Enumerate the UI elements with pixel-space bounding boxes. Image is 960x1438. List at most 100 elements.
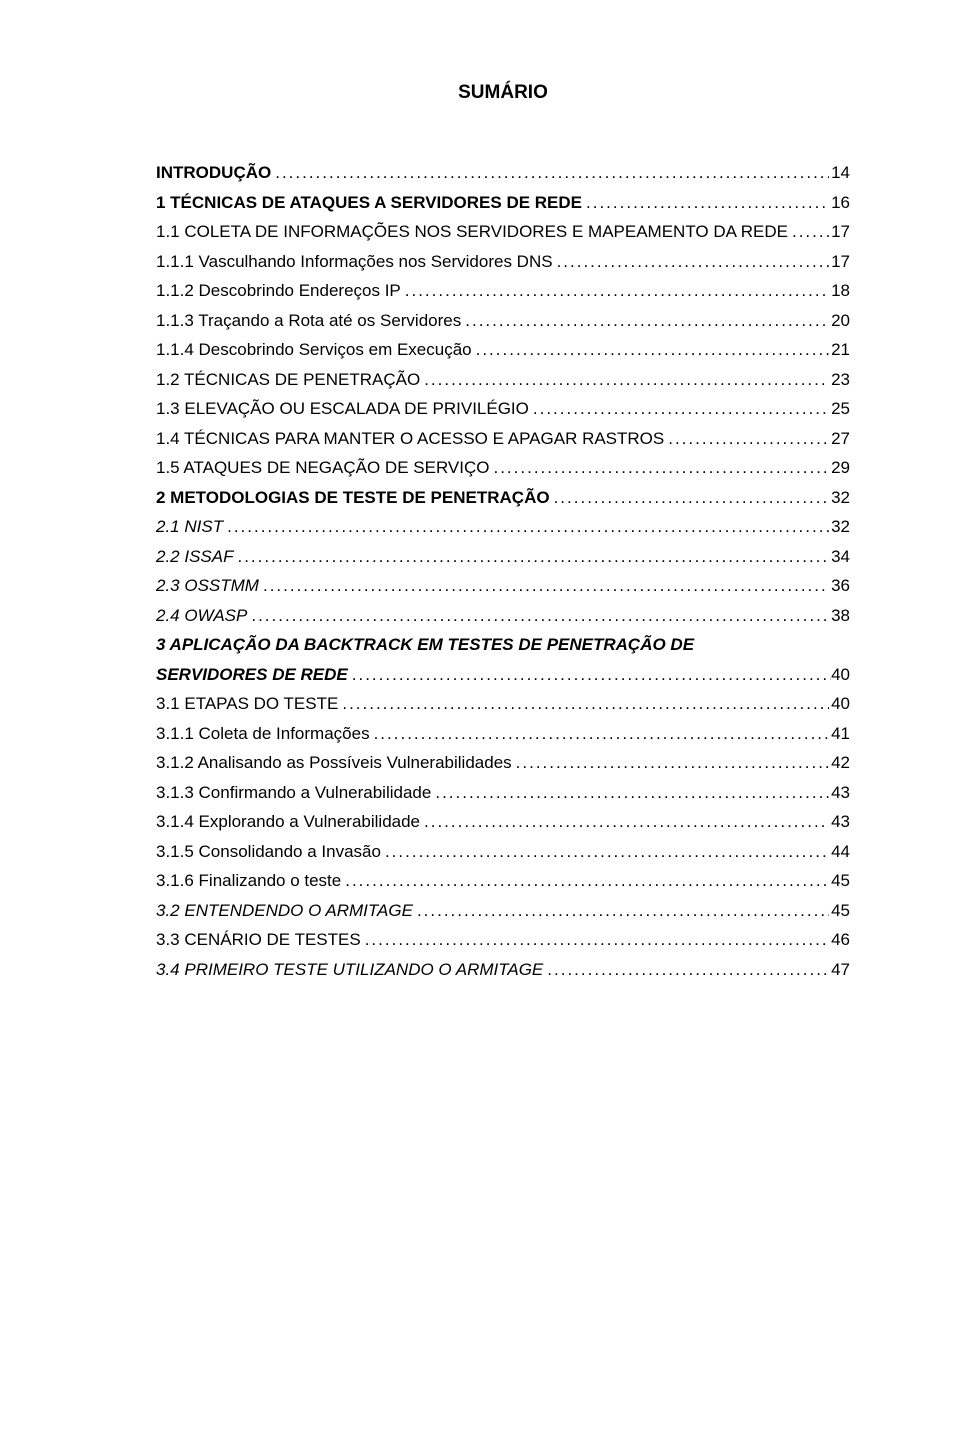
toc-page-number: 40 <box>831 666 850 683</box>
toc-row: SERVIDORES DE REDE 40 <box>156 666 850 683</box>
toc-entry: 2.4 OWASP 38 <box>156 607 850 624</box>
toc-entry: 1.1.3 Traçando a Rota até os Servidores 2… <box>156 312 850 329</box>
toc-label: 1.4 TÉCNICAS PARA MANTER O ACESSO E APAG… <box>156 430 664 447</box>
toc-entry: 3.2 ENTENDENDO O ARMITAGE 45 <box>156 902 850 919</box>
toc-leader <box>529 400 829 417</box>
toc-leader <box>341 872 829 889</box>
toc-label: 1.1.4 Descobrindo Serviços em Execução <box>156 341 472 358</box>
toc-page-number: 42 <box>829 754 850 771</box>
toc-label: 1.3 ELEVAÇÃO OU ESCALADA DE PRIVILÉGIO <box>156 400 529 417</box>
toc-leader <box>582 194 829 211</box>
toc-label: 3.1.5 Consolidando a Invasão <box>156 843 381 860</box>
toc-entry: 1.4 TÉCNICAS PARA MANTER O ACESSO E APAG… <box>156 430 850 447</box>
toc-label: 1.1.2 Descobrindo Endereços IP <box>156 282 401 299</box>
toc-entry: 1.2 TÉCNICAS DE PENETRAÇÃO 23 <box>156 371 850 388</box>
toc-page-number: 20 <box>829 312 850 329</box>
toc-leader <box>550 489 830 506</box>
toc-leader <box>271 164 829 181</box>
toc-entry: 3.1.3 Confirmando a Vulnerabilidade 43 <box>156 784 850 801</box>
toc-label: 2.3 OSSTMM <box>156 577 259 594</box>
toc-leader <box>489 459 829 476</box>
toc-leader <box>788 223 829 240</box>
toc-entry: 3.1.2 Analisando as Possíveis Vulnerabil… <box>156 754 850 771</box>
toc-entry: 1.3 ELEVAÇÃO OU ESCALADA DE PRIVILÉGIO25 <box>156 400 850 417</box>
toc-page-number: 29 <box>829 459 850 476</box>
toc-page-number: 43 <box>829 784 850 801</box>
toc-entry: 3 APLICAÇÃO DA BACKTRACK EM TESTES DE PE… <box>156 636 850 683</box>
toc-entry: 3.4 PRIMEIRO TESTE UTILIZANDO O ARMITAGE… <box>156 961 850 978</box>
toc-leader <box>223 518 829 535</box>
toc-page-number: 32 <box>829 489 850 506</box>
toc-page-number: 16 <box>829 194 850 211</box>
toc-entry: 3.1 ETAPAS DO TESTE 40 <box>156 695 850 712</box>
toc-label: 1.1.3 Traçando a Rota até os Servidores <box>156 312 461 329</box>
toc-page-number: 36 <box>829 577 850 594</box>
toc-page-number: 46 <box>829 931 850 948</box>
toc-label: 1.2 TÉCNICAS DE PENETRAÇÃO <box>156 371 420 388</box>
toc-page-number: 21 <box>829 341 850 358</box>
toc-label: 2 METODOLOGIAS DE TESTE DE PENETRAÇÃO <box>156 489 550 506</box>
toc-page-number: 41 <box>829 725 850 742</box>
toc-page-number: 38 <box>829 607 850 624</box>
toc-label: 3.1.3 Confirmando a Vulnerabilidade <box>156 784 431 801</box>
toc-label: 3.4 PRIMEIRO TESTE UTILIZANDO O ARMITAGE <box>156 961 543 978</box>
toc-entry: 3.1.6 Finalizando o teste 45 <box>156 872 850 889</box>
toc-page-number: 27 <box>829 430 850 447</box>
toc-entry: INTRODUÇÃO 14 <box>156 164 850 181</box>
toc-page-number: 44 <box>829 843 850 860</box>
toc-leader <box>420 371 829 388</box>
toc-label: 1 TÉCNICAS DE ATAQUES A SERVIDORES DE RE… <box>156 194 582 211</box>
toc-label: 2.2 ISSAF <box>156 548 233 565</box>
toc-page-number: 32 <box>829 518 850 535</box>
toc-label: 1.5 ATAQUES DE NEGAÇÃO DE SERVIÇO <box>156 459 489 476</box>
toc-label: 3.3 CENÁRIO DE TESTES <box>156 931 361 948</box>
toc-entry: 3.3 CENÁRIO DE TESTES 46 <box>156 931 850 948</box>
toc-label: 2.4 OWASP <box>156 607 247 624</box>
toc-leader <box>233 548 829 565</box>
toc-label: SERVIDORES DE REDE <box>156 666 348 683</box>
toc-page-number: 40 <box>829 695 850 712</box>
toc-leader <box>664 430 829 447</box>
toc-label: 3.1 ETAPAS DO TESTE <box>156 695 338 712</box>
toc-entry: 1.1.2 Descobrindo Endereços IP18 <box>156 282 850 299</box>
table-of-contents: INTRODUÇÃO 14 1 TÉCNICAS DE ATAQUES A SERV… <box>156 164 850 978</box>
toc-entry: 1 TÉCNICAS DE ATAQUES A SERVIDORES DE RE… <box>156 194 850 211</box>
toc-page-number: 43 <box>829 813 850 830</box>
toc-entry: 1.1.1 Vasculhando Informações nos Servid… <box>156 253 850 270</box>
page-title: SUMÁRIO <box>156 82 850 104</box>
toc-page-number: 23 <box>829 371 850 388</box>
toc-leader <box>338 695 829 712</box>
toc-label: 3.1.1 Coleta de Informações <box>156 725 370 742</box>
toc-page-number: 47 <box>829 961 850 978</box>
toc-page-number: 17 <box>829 253 850 270</box>
toc-leader <box>348 666 831 683</box>
toc-entry: 1.1.4 Descobrindo Serviços em Execução 21 <box>156 341 850 358</box>
toc-label: 3.1.6 Finalizando o teste <box>156 872 341 889</box>
toc-leader <box>361 931 829 948</box>
toc-leader <box>431 784 829 801</box>
toc-leader <box>472 341 829 358</box>
toc-label: 3 APLICAÇÃO DA BACKTRACK EM TESTES DE PE… <box>156 636 850 653</box>
toc-page-number: 17 <box>829 223 850 240</box>
toc-leader <box>381 843 829 860</box>
toc-entry: 2.3 OSSTMM 36 <box>156 577 850 594</box>
toc-page-number: 45 <box>829 902 850 919</box>
document-page: SUMÁRIO INTRODUÇÃO 14 1 TÉCNICAS DE ATAQUE… <box>0 0 960 978</box>
toc-label: 3.2 ENTENDENDO O ARMITAGE <box>156 902 413 919</box>
toc-label: INTRODUÇÃO <box>156 164 271 181</box>
toc-leader <box>401 282 829 299</box>
toc-leader <box>461 312 829 329</box>
toc-entry: 3.1.5 Consolidando a Invasão 44 <box>156 843 850 860</box>
toc-leader <box>553 253 830 270</box>
toc-page-number: 14 <box>829 164 850 181</box>
toc-label: 1.1 COLETA DE INFORMAÇÕES NOS SERVIDORES… <box>156 223 788 240</box>
toc-label: 3.1.4 Explorando a Vulnerabilidade <box>156 813 420 830</box>
toc-leader <box>420 813 829 830</box>
toc-entry: 3.1.1 Coleta de Informações 41 <box>156 725 850 742</box>
toc-leader <box>259 577 829 594</box>
toc-entry: 2.2 ISSAF34 <box>156 548 850 565</box>
toc-entry: 1.5 ATAQUES DE NEGAÇÃO DE SERVIÇO 29 <box>156 459 850 476</box>
toc-page-number: 45 <box>829 872 850 889</box>
toc-leader <box>512 754 829 771</box>
toc-entry: 2.1 NIST32 <box>156 518 850 535</box>
